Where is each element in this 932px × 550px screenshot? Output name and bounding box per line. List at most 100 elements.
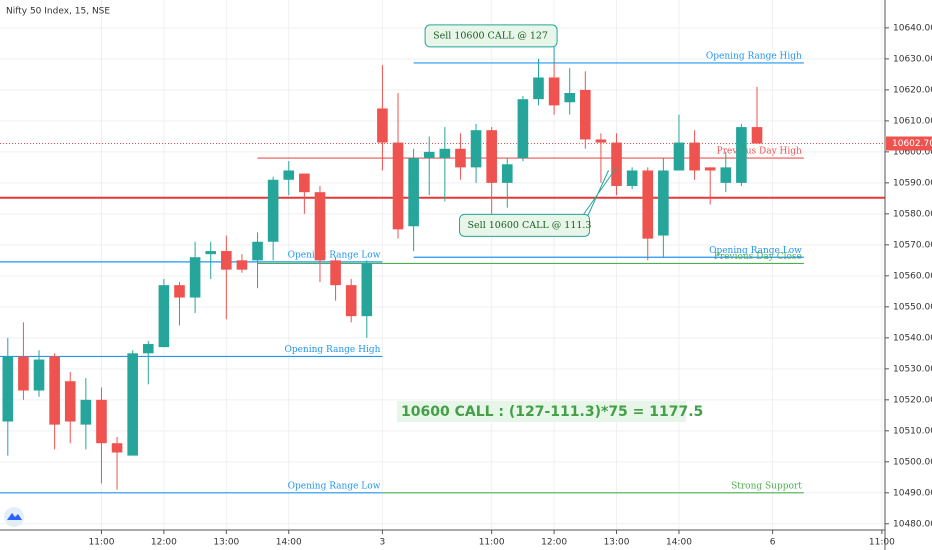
x-tick-label: 11:00: [88, 538, 114, 548]
candle-body: [33, 359, 45, 391]
candle-body: [704, 167, 716, 171]
candle-body: [111, 443, 123, 453]
level-label: Opening Range High: [706, 51, 802, 61]
candle-body: [486, 130, 497, 183]
candle-body: [283, 170, 295, 180]
level-label: Opening Range High: [284, 345, 380, 355]
candle-body: [377, 108, 388, 143]
x-tick-label: 11:00: [869, 538, 895, 548]
y-tick-label: 10620.00: [893, 85, 932, 95]
candle-body: [501, 164, 513, 183]
candle-body: [174, 285, 185, 298]
candle-body: [127, 353, 138, 456]
y-tick-label: 10550.00: [893, 302, 932, 312]
candle-body: [299, 173, 310, 193]
formula-box: [397, 401, 686, 422]
level-label: Opening Range Low: [709, 246, 802, 256]
candle-body: [158, 285, 170, 348]
candle-body: [314, 192, 326, 261]
callout-box: [424, 24, 558, 48]
callout-box: [459, 213, 591, 237]
candle-body: [64, 381, 76, 422]
candle-body: [595, 139, 607, 143]
candle-body: [736, 127, 747, 183]
y-tick-label: 10530.00: [893, 364, 932, 374]
candle-body: [408, 158, 419, 227]
candle-body: [439, 148, 451, 159]
level-label: Previous Day High: [717, 147, 802, 157]
candle-body: [189, 257, 201, 298]
x-tick-label: 14:00: [666, 538, 692, 548]
candle-body: [221, 251, 232, 270]
y-tick-label: 10500.00: [893, 457, 932, 467]
callout-pointer: [583, 167, 617, 217]
candle-body: [252, 241, 263, 261]
candle-body: [626, 170, 638, 186]
x-tick-label: 12:00: [541, 538, 567, 548]
y-tick-label: 10640.00: [893, 23, 932, 33]
candle-body: [18, 356, 29, 391]
x-tick-label: 3: [380, 538, 386, 548]
x-tick-label: 11:00: [479, 538, 505, 548]
levels: Opening Range High Previous Day High Openi…: [0, 51, 885, 494]
candle-body: [345, 285, 357, 317]
candle-body: [658, 170, 669, 236]
last-price-box: [886, 136, 932, 151]
logo-mark: [7, 513, 22, 520]
candle-body: [517, 99, 529, 159]
last-price-label: 10602.70: [892, 139, 932, 149]
candle-body: [361, 263, 373, 317]
candle-body: [642, 170, 654, 239]
y-tick-label: 10510.00: [893, 426, 932, 436]
candle-body: [564, 92, 576, 103]
candle-body: [330, 260, 341, 286]
chart-title: Nifty 50 Index, 15, NSE: [6, 7, 110, 17]
candle-body: [455, 148, 466, 168]
y-tick-label: 10540.00: [893, 333, 932, 343]
callout-text: Sell 10600 CALL @ 127: [433, 30, 548, 41]
candle-body: [580, 89, 591, 140]
candles: [2, 58, 763, 490]
candle-body: [548, 77, 560, 106]
candle-body: [267, 179, 279, 242]
y-tick-label: 10580.00: [893, 209, 932, 219]
candle-body: [689, 142, 700, 171]
y-tick-label: 10570.00: [893, 240, 932, 250]
level-label: Strong Support: [731, 481, 802, 491]
x-tick-label: 12:00: [151, 538, 177, 548]
candle-body: [80, 399, 92, 425]
candle-body: [236, 260, 248, 270]
y-tick-label: 10520.00: [893, 395, 932, 405]
candle-body: [49, 356, 60, 425]
candle-body: [96, 399, 107, 444]
candle-body: [392, 142, 404, 230]
y-tick-label: 10590.00: [893, 178, 932, 188]
x-tick-label: 14:00: [276, 538, 302, 548]
y-tick-label: 10600.00: [893, 147, 932, 157]
candle-body: [611, 142, 622, 186]
candle-body: [2, 356, 14, 422]
y-tick-label: 10490.00: [893, 488, 932, 498]
candle-body: [205, 251, 217, 255]
level-label: Opening Range Low: [288, 250, 381, 260]
y-tick-label: 10630.00: [893, 54, 932, 64]
candle-body: [720, 167, 732, 183]
candle-body: [470, 130, 482, 168]
x-tick-label: 6: [770, 538, 776, 548]
level-label: Previous Day Close: [714, 252, 802, 262]
candle-body: [533, 77, 544, 100]
y-tick-label: 10480.00: [893, 519, 932, 529]
annotations: Sell 10600 CALL @ 127 Sell 10600 CALL @ 1…: [397, 24, 703, 422]
x-tick-label: 13:00: [213, 538, 239, 548]
candle-body: [673, 142, 685, 171]
callout-text: Sell 10600 CALL @ 111.3: [468, 220, 592, 231]
candle-body: [423, 151, 435, 159]
level-label: Opening Range Low: [288, 481, 381, 491]
x-tick-label: 13:00: [604, 538, 630, 548]
candle-body: [751, 127, 763, 144]
y-tick-label: 10560.00: [893, 271, 932, 281]
formula-text: 10600 CALL : (127-111.3)*75 = 1177.5: [401, 404, 703, 420]
y-tick-label: 10610.00: [893, 116, 932, 126]
